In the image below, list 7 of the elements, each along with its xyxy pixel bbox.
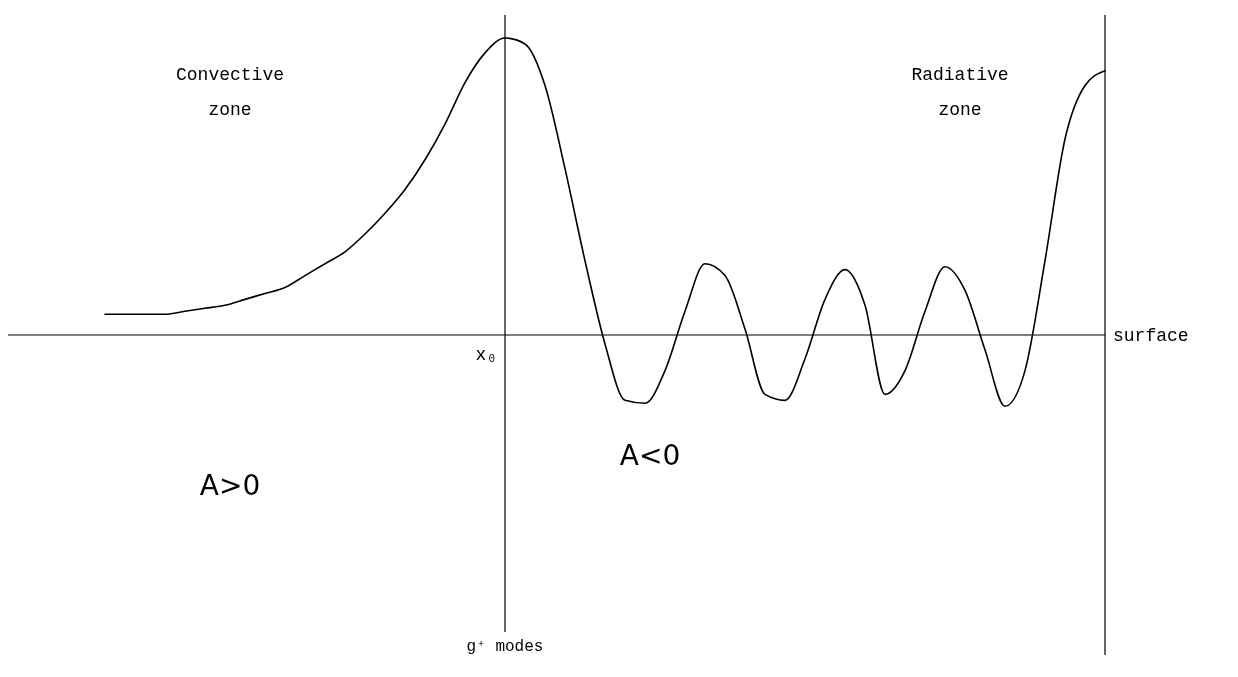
text: x₀ <box>475 345 497 365</box>
annotation: Convective zone <box>175 65 285 120</box>
annotation: Radiative zone <box>911 65 1009 120</box>
text: A>0 <box>199 469 261 502</box>
text: g⁺ modes <box>466 638 544 656</box>
text: A<0 <box>619 439 681 472</box>
x-axis-title: surface <box>1113 326 1189 346</box>
